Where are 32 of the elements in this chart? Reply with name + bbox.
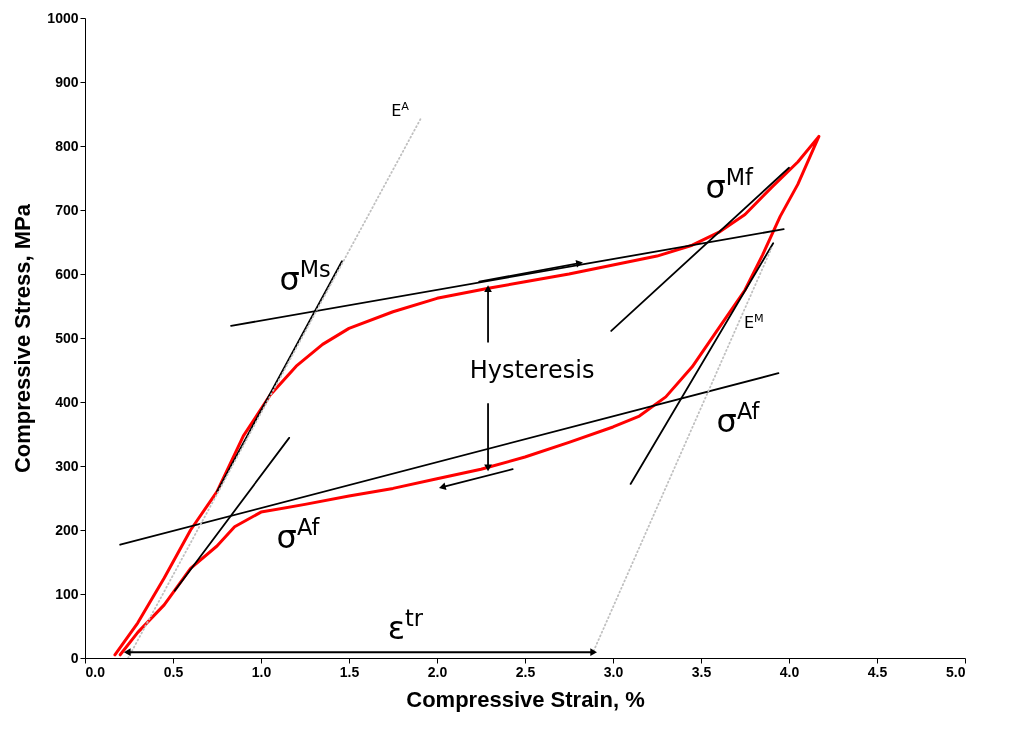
annotation: E$^{M}$ bbox=[743, 311, 764, 333]
x-tick-label: 5.0 bbox=[946, 663, 966, 680]
annotation: σ$^{Mf}$ bbox=[705, 163, 755, 206]
y-tick-label: 300 bbox=[55, 457, 79, 474]
annotation: Hysteresis bbox=[469, 356, 595, 385]
y-tick-label: 100 bbox=[55, 585, 79, 602]
y-tick-label: 700 bbox=[55, 201, 79, 218]
annotation: σ$^{Af}$ bbox=[276, 513, 321, 556]
x-tick-label: 2.0 bbox=[427, 663, 448, 680]
x-tick-label: 2.5 bbox=[515, 663, 536, 680]
y-tick-label: 500 bbox=[55, 329, 79, 346]
y-tick-label: 400 bbox=[55, 393, 79, 410]
x-tick-label: 4.5 bbox=[867, 663, 888, 680]
y-tick-label: 900 bbox=[55, 73, 79, 90]
x-tick-label: 4.0 bbox=[779, 663, 800, 680]
y-tick-label: 600 bbox=[55, 265, 79, 282]
annotation: σ$^{Af}$ bbox=[716, 398, 761, 441]
x-tick-label: 1.0 bbox=[251, 663, 272, 680]
y-axis-title: Compressive Stress, MPa bbox=[10, 203, 36, 474]
y-tick-label: 0 bbox=[70, 649, 79, 666]
x-axis-title: Compressive Strain, % bbox=[406, 686, 645, 712]
x-tick-label: 1.5 bbox=[339, 663, 360, 680]
x-tick-label: 3.0 bbox=[603, 663, 624, 680]
annotation: σ$^{Ms}$ bbox=[279, 256, 331, 299]
y-tick-label: 1000 bbox=[47, 9, 79, 26]
x-tick-label: 3.5 bbox=[691, 663, 712, 680]
annotation: E$^{A}$ bbox=[391, 99, 410, 120]
y-tick-label: 800 bbox=[55, 137, 79, 154]
annotation: ε$^{tr}$ bbox=[387, 605, 424, 648]
x-tick-label: 0.5 bbox=[163, 663, 184, 680]
y-tick-label: 200 bbox=[55, 521, 79, 538]
x-tick-label: 0.0 bbox=[85, 663, 106, 680]
